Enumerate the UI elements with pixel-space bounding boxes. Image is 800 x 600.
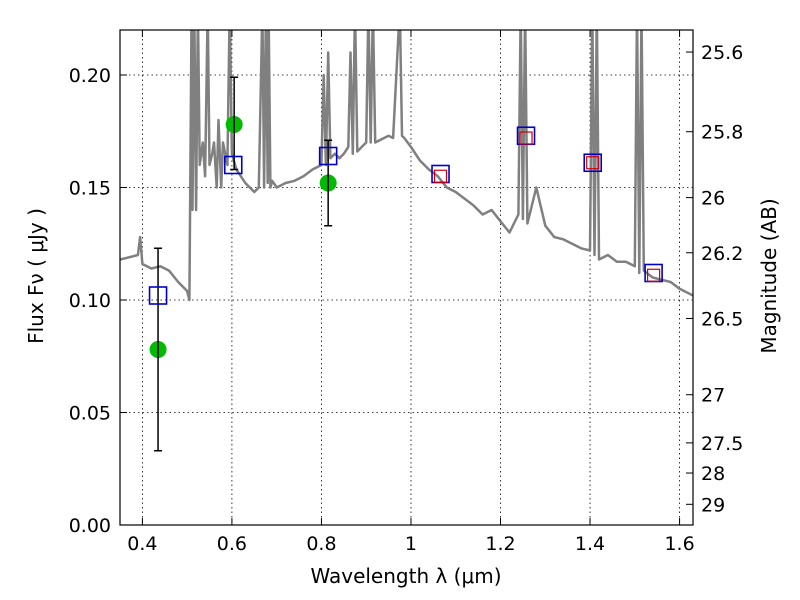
sed-model-line [120, 30, 693, 302]
x-tick-label: 0.8 [306, 533, 336, 555]
x-axis-label: Wavelength λ (μm) [310, 564, 501, 588]
model-flux-square-red [519, 131, 533, 145]
x-tick-label: 0.6 [217, 533, 247, 555]
model-flux-square [223, 155, 243, 175]
magnitude-tick-label: 26 [701, 188, 725, 210]
plot-frame [119, 29, 694, 526]
magnitude-tick-label: 26.5 [701, 308, 743, 330]
magnitude-tick-label: 27.5 [701, 433, 743, 455]
magnitude-tick-label: 26.2 [701, 243, 743, 265]
right-axis-label: Magnitude (AB) [757, 198, 781, 353]
y-tick-label: 0.05 [69, 403, 111, 425]
model-flux-square [148, 286, 168, 305]
plot-content [120, 30, 693, 452]
y-tick-label: 0.20 [69, 65, 111, 87]
y-tick-label: 0.10 [69, 290, 111, 312]
model-flux-square-red [647, 268, 661, 282]
magnitude-tick-label: 25.6 [701, 42, 743, 64]
x-tick-label: 0.4 [127, 533, 157, 555]
x-tick-label: 1.2 [485, 533, 515, 555]
y-axis-label: Flux Fν ( μJy ) [24, 208, 48, 344]
model-flux-square [583, 153, 603, 173]
magnitude-tick-label: 25.8 [701, 122, 743, 144]
x-tick-label: 1.6 [664, 533, 694, 555]
magnitude-tick-label: 28 [701, 463, 725, 485]
plot-area [120, 30, 693, 452]
y-tick-label: 0.00 [69, 515, 111, 537]
model-flux-square-red [586, 156, 600, 170]
magnitude-tick-label: 27 [701, 385, 725, 407]
model-flux-square-red [433, 169, 448, 183]
model-flux-square [318, 146, 338, 166]
y-tick-label: 0.15 [69, 178, 111, 200]
axes: 0.4 0.6 0.8 1 1.2 1.4 1.6 0.00 0.05 0.10 0.15 0.20 2… [69, 29, 743, 555]
magnitude-tick-label: 29 [701, 494, 725, 516]
x-tick-label: 1.4 [575, 533, 605, 555]
x-tick-label: 1 [405, 533, 417, 555]
